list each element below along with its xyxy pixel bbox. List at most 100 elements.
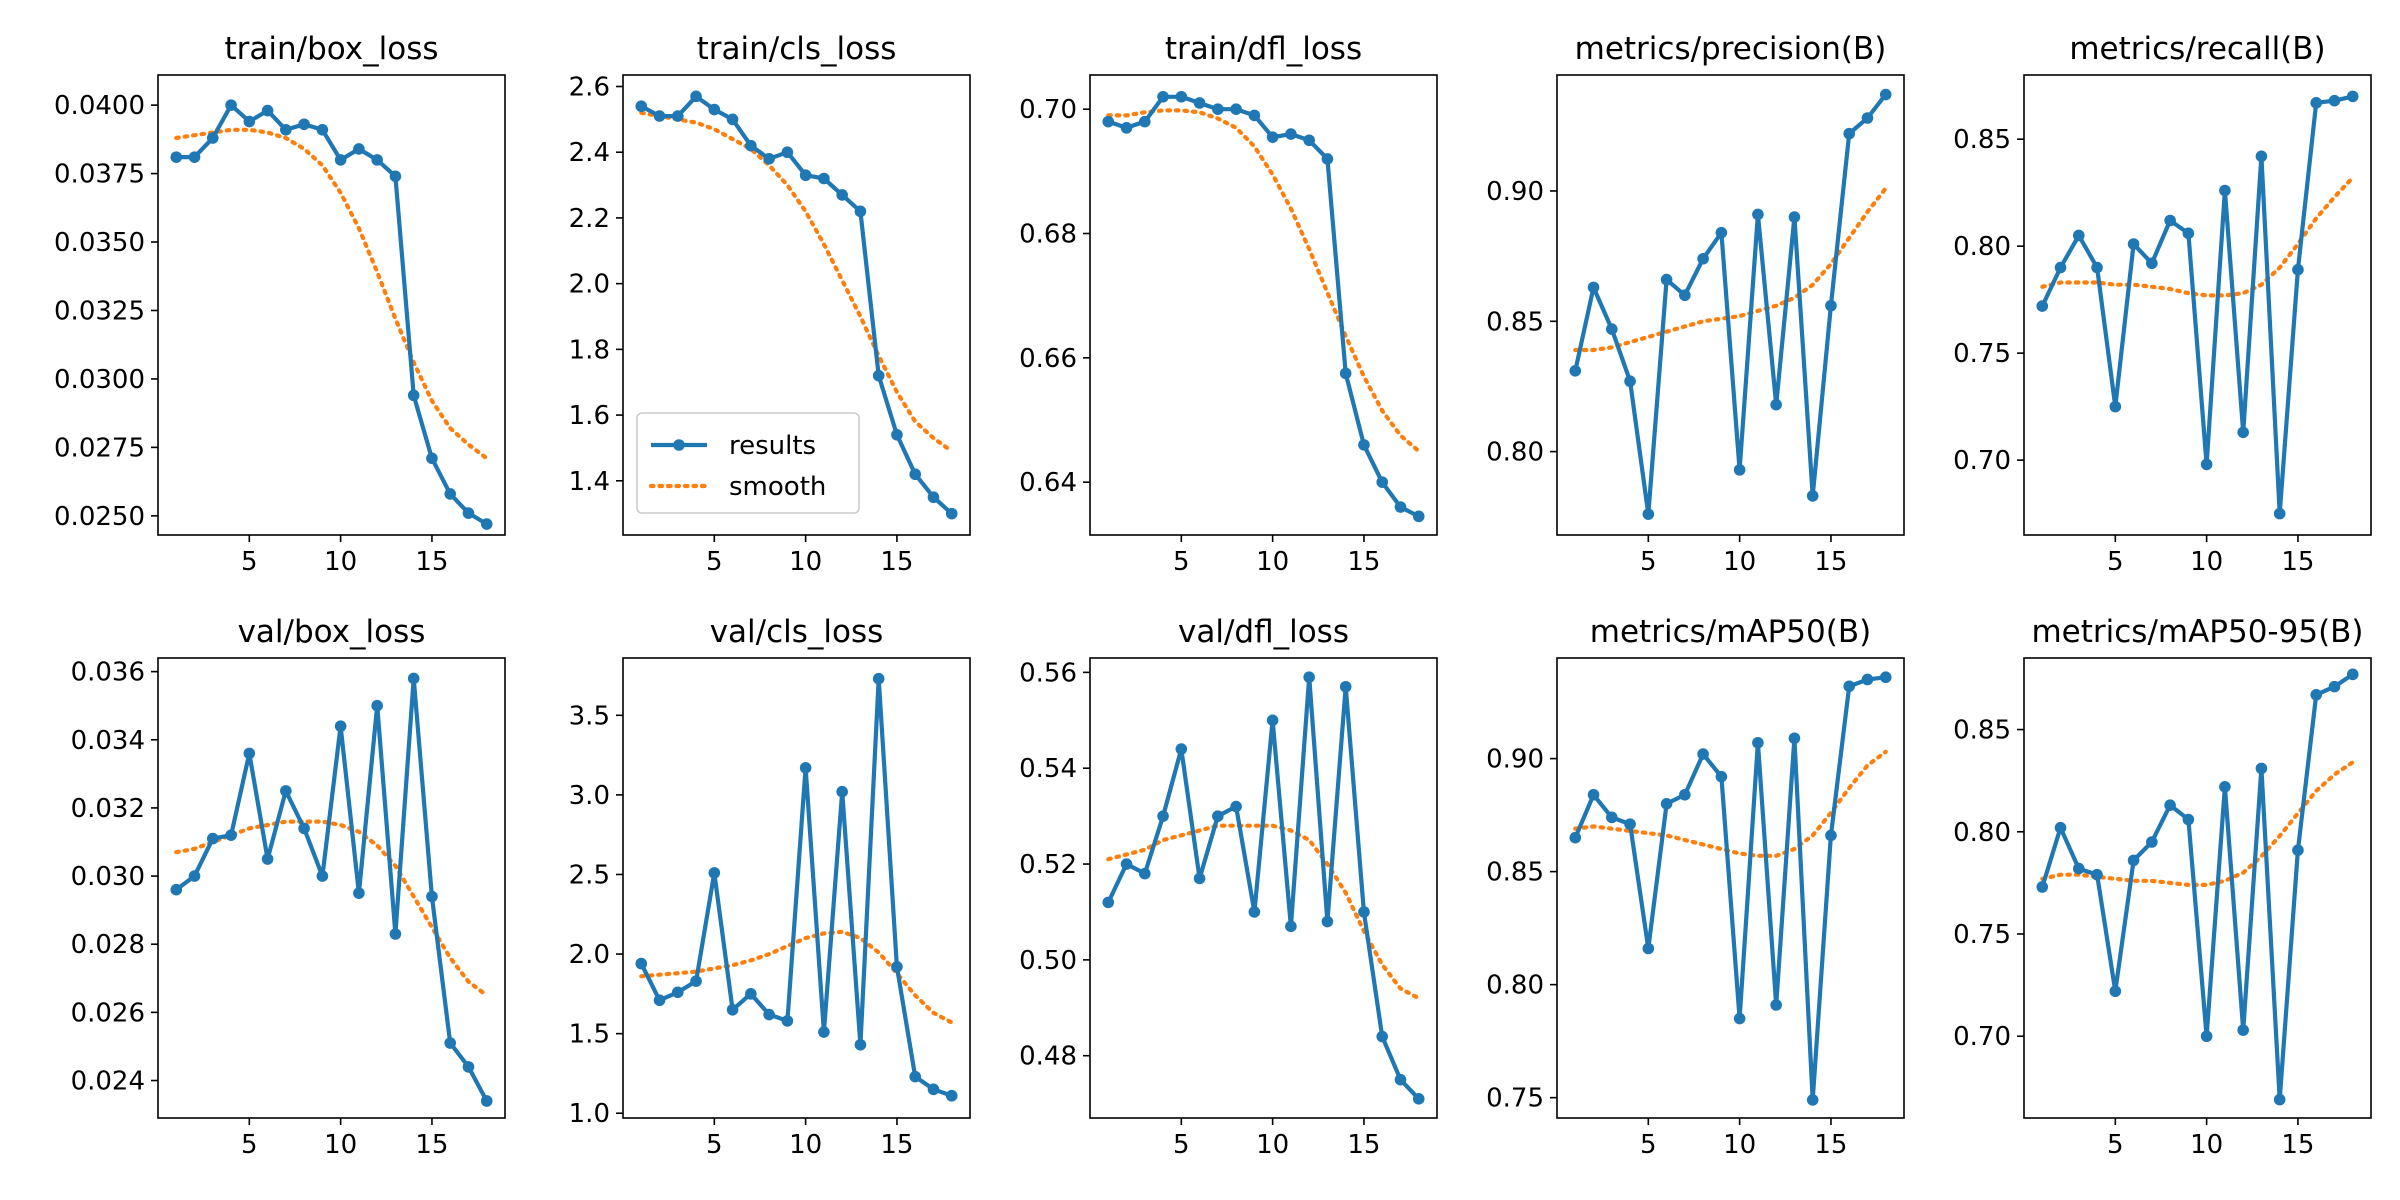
y-tick-label: 0.85 xyxy=(1486,307,1544,337)
results-point xyxy=(2237,426,2249,439)
y-tick-label: 0.90 xyxy=(1486,177,1544,207)
results-point xyxy=(2273,1093,2286,1106)
results-point xyxy=(407,389,420,402)
results-point xyxy=(635,100,648,113)
y-tick-label: 1.0 xyxy=(569,1099,610,1129)
results-point xyxy=(1248,906,1261,918)
results-point xyxy=(1569,831,1582,844)
y-tick-label: 0.80 xyxy=(1953,232,2011,262)
plot-frame xyxy=(2023,74,2372,536)
y-tick-label: 0.032 xyxy=(71,794,145,824)
results-point xyxy=(891,428,903,441)
y-tick-label: 1.5 xyxy=(569,1020,610,1050)
results-point xyxy=(818,1026,830,1038)
y-tick-label: 0.028 xyxy=(71,930,145,960)
results-point xyxy=(690,975,702,987)
results-point xyxy=(909,468,922,481)
plot-frame xyxy=(1556,74,1905,536)
results-point xyxy=(188,870,201,882)
x-tick-label: 5 xyxy=(1640,1130,1657,1160)
results-point xyxy=(1660,273,1673,286)
results-point xyxy=(653,994,666,1007)
results-point xyxy=(2255,762,2268,775)
results-line xyxy=(1106,675,1421,1101)
results-point xyxy=(781,1015,794,1027)
results-point xyxy=(836,785,848,798)
y-tick-label: 0.90 xyxy=(1486,745,1544,775)
results-point xyxy=(2127,854,2140,867)
results-point xyxy=(1715,226,1728,239)
results-point xyxy=(1376,476,1389,488)
results-point xyxy=(818,172,830,185)
results-point xyxy=(799,169,812,182)
results-point xyxy=(1861,673,1874,686)
results-point xyxy=(426,452,438,465)
x-tick-label: 15 xyxy=(1347,1130,1380,1160)
y-tick-label: 0.80 xyxy=(1486,438,1544,468)
results-point xyxy=(2182,813,2195,826)
results-point xyxy=(1394,501,1407,513)
y-tick-label: 0.85 xyxy=(1486,858,1544,888)
chart-panel: train/cls_loss 5 10 15 1.4 1.6 1.8 2.0 2.2 2.4 2.6 xyxy=(569,31,971,577)
results-point xyxy=(2310,97,2323,109)
y-tick-label: 2.4 xyxy=(569,138,610,168)
results-point xyxy=(1806,1094,1819,1106)
y-tick-label: 0.026 xyxy=(71,998,145,1028)
results-point xyxy=(799,762,812,774)
legend-results-marker xyxy=(673,439,685,451)
results-point xyxy=(1102,115,1115,128)
chart-title: metrics/mAP50-95(B) xyxy=(2031,614,2363,650)
results-point xyxy=(1697,252,1709,265)
y-tick-label: 0.66 xyxy=(1019,344,1077,374)
results-point xyxy=(243,747,256,760)
x-tick-label: 5 xyxy=(241,1130,258,1160)
results-point xyxy=(170,151,183,163)
results-point xyxy=(1120,122,1133,134)
y-tick-label: 2.2 xyxy=(569,204,610,234)
results-point xyxy=(2146,836,2158,848)
legend-smooth-label: smooth xyxy=(729,472,826,502)
results-point xyxy=(854,1038,867,1051)
y-tick-label: 2.0 xyxy=(569,940,610,970)
results-point xyxy=(1843,127,1856,140)
results-line xyxy=(639,676,953,1098)
results-point xyxy=(726,113,739,126)
results-point xyxy=(1861,112,1874,124)
chart-panel: val/cls_loss 5 10 15 1.0 1.5 2.0 2.5 3.0 3.5 xyxy=(569,614,971,1160)
results-point xyxy=(280,123,292,136)
results-point xyxy=(298,822,310,835)
results-point xyxy=(1376,1030,1389,1043)
y-tick-label: 0.0325 xyxy=(54,296,145,326)
results-point xyxy=(1175,90,1188,103)
x-tick-label: 5 xyxy=(706,1130,723,1160)
x-tick-label: 5 xyxy=(2107,547,2124,577)
results-point xyxy=(225,99,237,111)
x-tick-label: 15 xyxy=(880,547,913,577)
results-point xyxy=(298,118,310,131)
results-point xyxy=(2200,458,2213,471)
y-tick-label: 0.0350 xyxy=(54,228,145,258)
y-tick-label: 0.85 xyxy=(1953,716,2011,746)
results-point xyxy=(1642,942,1655,955)
results-point xyxy=(1193,872,1206,885)
y-tick-label: 0.50 xyxy=(1019,946,1077,976)
results-point xyxy=(206,832,219,845)
results-point xyxy=(1679,289,1691,302)
x-tick-label: 5 xyxy=(1173,547,1190,577)
x-tick-label: 10 xyxy=(324,1130,357,1160)
results-point xyxy=(1587,788,1600,801)
results-point xyxy=(945,1089,958,1102)
chart-title: train/cls_loss xyxy=(697,31,897,67)
x-tick-label: 10 xyxy=(1723,1130,1756,1160)
plot-frame xyxy=(1089,74,1438,536)
results-point xyxy=(462,1061,475,1073)
results-line xyxy=(176,102,488,526)
results-point xyxy=(2164,799,2176,811)
x-tick-label: 15 xyxy=(2281,547,2314,577)
results-point xyxy=(2255,150,2268,163)
chart-title: metrics/mAP50(B) xyxy=(1590,614,1871,650)
results-point xyxy=(1806,490,1819,502)
y-tick-label: 0.80 xyxy=(1486,971,1544,1001)
legend-box xyxy=(636,412,860,514)
